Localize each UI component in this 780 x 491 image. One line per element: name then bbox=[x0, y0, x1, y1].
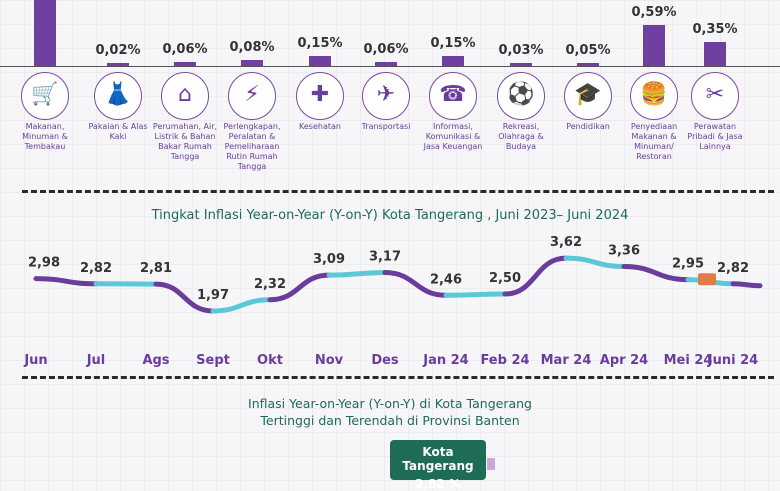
category-bar bbox=[704, 42, 726, 67]
category-bar bbox=[309, 56, 331, 67]
category-label: Informasi, Komunikasi & Jasa Keuangan bbox=[418, 122, 488, 152]
section-divider bbox=[22, 376, 774, 379]
phone-icon: ☎ bbox=[429, 72, 477, 120]
category-bar bbox=[34, 0, 56, 66]
category-label: Penyediaan Makanan & Minuman/ Restoran bbox=[619, 122, 689, 162]
line-segment bbox=[36, 279, 96, 284]
food-basket-icon: 🛒 bbox=[21, 72, 69, 120]
city-badge-value: 2,82 % bbox=[390, 477, 486, 491]
point-value-label: 3,09 bbox=[313, 252, 345, 267]
bar-percent-label: 0,08% bbox=[217, 40, 287, 55]
month-tick-label: Feb 24 bbox=[480, 353, 529, 368]
category-label: Perlengkapan, Peralatan & Pemeliharaan R… bbox=[217, 122, 287, 172]
month-tick-label: Jul bbox=[86, 353, 106, 368]
category-label: Kesehatan bbox=[285, 122, 355, 132]
bar-percent-label: 0,15% bbox=[285, 36, 355, 51]
month-tick-label: Nov bbox=[315, 353, 344, 368]
line-segment bbox=[566, 258, 624, 266]
point-value-label: 2,82 bbox=[717, 261, 749, 276]
medicine-icon: ✚ bbox=[296, 72, 344, 120]
category-label: Makanan, Minuman & Tembakau bbox=[10, 122, 80, 152]
category-bar bbox=[510, 63, 532, 66]
month-tick-label: Des bbox=[371, 353, 399, 368]
point-value-label: 3,62 bbox=[550, 235, 582, 250]
scissors-comb-icon: ✂ bbox=[691, 72, 739, 120]
bar-percent-label: 0,06% bbox=[150, 42, 220, 57]
category-bar bbox=[241, 60, 263, 66]
category-label: Transportasi bbox=[351, 122, 421, 132]
month-tick-label: Jun bbox=[23, 353, 47, 368]
point-value-label: 2,98 bbox=[28, 256, 60, 271]
plug-icon: ⚡ bbox=[228, 72, 276, 120]
bar-percent-label: 0,05% bbox=[553, 43, 623, 58]
bar-axis-line bbox=[0, 66, 780, 67]
line-segment bbox=[733, 284, 760, 286]
bar-percent-label: 0,02% bbox=[83, 43, 153, 58]
point-value-label: 2,46 bbox=[430, 272, 462, 287]
category-bar bbox=[375, 62, 397, 66]
point-value-label: 2,82 bbox=[80, 261, 112, 276]
badge-pointer bbox=[487, 458, 495, 470]
bottom-title-line1: Inflasi Year-on-Year (Y-on-Y) di Kota Ta… bbox=[0, 396, 780, 411]
airplane-icon: ✈ bbox=[362, 72, 410, 120]
bar-percent-label: 0,06% bbox=[351, 42, 421, 57]
category-label: Perawatan Pribadi & Jasa Lainnya bbox=[680, 122, 750, 152]
month-tick-label: Mei 24 bbox=[664, 353, 713, 368]
city-badge-label: Kota Tangerang bbox=[390, 445, 486, 473]
point-value-label: 3,36 bbox=[608, 243, 640, 258]
month-tick-label: Juni 24 bbox=[707, 353, 758, 368]
bottom-title-line2: Tertinggi dan Terendah di Provinsi Bante… bbox=[0, 413, 780, 428]
point-value-label: 2,32 bbox=[254, 277, 286, 292]
category-bar bbox=[643, 25, 665, 66]
truck-icon bbox=[698, 273, 716, 285]
category-label: Rekreasi, Olahraga & Budaya bbox=[486, 122, 556, 152]
point-value-label: 3,17 bbox=[369, 250, 401, 265]
graduation-cap-icon: 🎓 bbox=[564, 72, 612, 120]
point-value-label: 1,97 bbox=[197, 288, 229, 303]
dress-icon: 👗 bbox=[94, 72, 142, 120]
category-label: Perumahan, Air, Listrik & Bahan Bakar Ru… bbox=[150, 122, 220, 162]
bar-percent-label: 0,03% bbox=[486, 43, 556, 58]
bar-percent-label: 0,59% bbox=[619, 5, 689, 20]
category-bar bbox=[174, 62, 196, 66]
category-bar bbox=[442, 56, 464, 67]
category-bar bbox=[107, 63, 129, 66]
month-tick-label: Apr 24 bbox=[600, 353, 648, 368]
soccer-player-icon: ⚽ bbox=[497, 72, 545, 120]
bar-percent-label: 0,35% bbox=[680, 22, 750, 37]
month-tick-label: Jan 24 bbox=[422, 353, 468, 368]
burger-drink-icon: 🍔 bbox=[630, 72, 678, 120]
inflation-line-chart: 2,98 Jun 2,82 Jul 2,81 Ags 1,97 Sept 2,32 Okt 3,09… bbox=[0, 230, 780, 370]
point-value-label: 2,50 bbox=[489, 271, 521, 286]
month-tick-label: Mar 24 bbox=[541, 353, 592, 368]
line-chart-title: Tingkat Inflasi Year-on-Year (Y-on-Y) Ko… bbox=[0, 208, 780, 223]
bar-percent-label: 0,15% bbox=[418, 36, 488, 51]
month-tick-label: Ags bbox=[142, 353, 169, 368]
category-bar-chart: 🛒Makanan, Minuman & Tembakau 0,02% 👗Pakaia… bbox=[0, 0, 780, 170]
category-label: Pendidikan bbox=[553, 122, 623, 132]
line-segment bbox=[446, 294, 505, 295]
section-divider bbox=[22, 190, 774, 193]
city-badge: Kota Tangerang 2,82 % bbox=[390, 440, 486, 480]
category-bar bbox=[577, 63, 599, 67]
point-value-label: 2,95 bbox=[672, 257, 704, 272]
month-tick-label: Okt bbox=[257, 353, 283, 368]
house-icon: ⌂ bbox=[161, 72, 209, 120]
line-segment bbox=[329, 273, 385, 276]
month-tick-label: Sept bbox=[196, 353, 230, 368]
category-label: Pakaian & Alas Kaki bbox=[83, 122, 153, 142]
point-value-label: 2,81 bbox=[140, 261, 172, 276]
